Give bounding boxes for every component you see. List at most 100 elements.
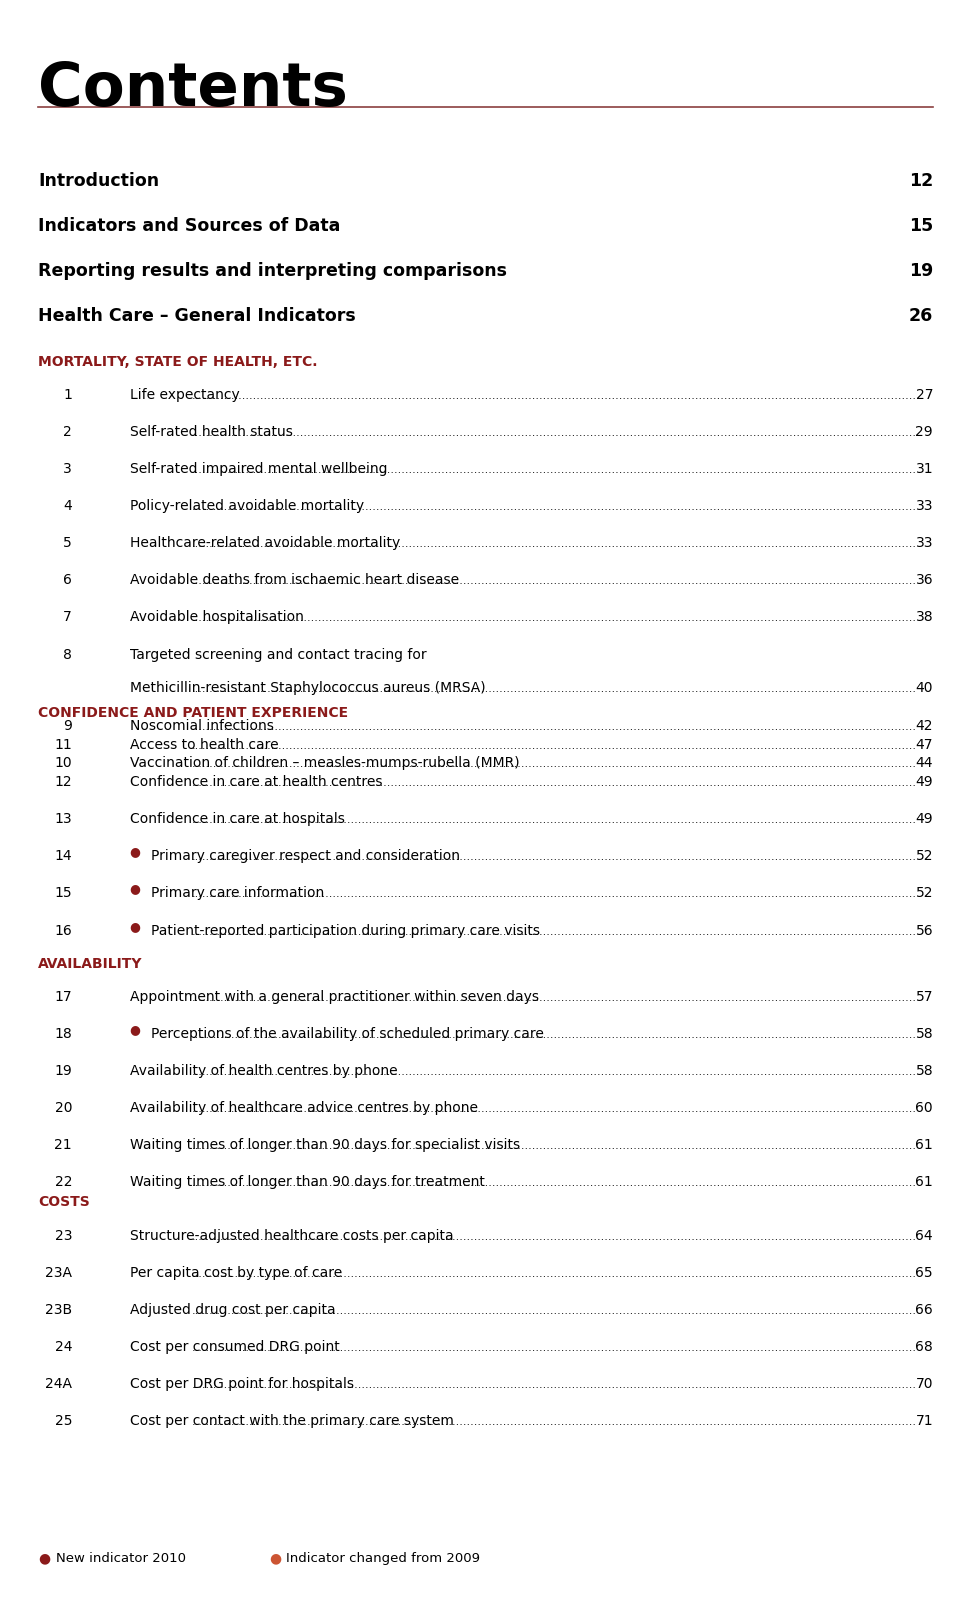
Text: ................................................................................: ........................................… <box>192 465 917 475</box>
Text: 23A: 23A <box>45 1265 72 1280</box>
Text: ................................................................................: ........................................… <box>192 1141 917 1151</box>
Text: Primary caregiver respect and consideration: Primary caregiver respect and considerat… <box>151 849 464 863</box>
Text: 24A: 24A <box>45 1377 72 1391</box>
Text: Patient-reported participation during primary care visits: Patient-reported participation during pr… <box>151 923 540 938</box>
Text: 15: 15 <box>909 216 933 234</box>
Text: ●: ● <box>130 920 140 933</box>
Text: ................................................................................: ........................................… <box>192 926 917 936</box>
Text: 52: 52 <box>916 886 933 901</box>
Text: 8: 8 <box>63 647 72 662</box>
Text: ................................................................................: ........................................… <box>192 613 917 623</box>
Text: Avoidable deaths from ischaemic heart disease: Avoidable deaths from ischaemic heart di… <box>130 573 459 587</box>
Text: Availability of health centres by phone: Availability of health centres by phone <box>130 1064 397 1078</box>
Text: 5: 5 <box>63 536 72 550</box>
Text: ●: ● <box>130 883 140 896</box>
Text: ................................................................................: ........................................… <box>192 1343 917 1353</box>
Text: ●: ● <box>130 1023 140 1036</box>
Text: 11: 11 <box>55 738 72 752</box>
Text: 19: 19 <box>909 261 933 279</box>
Text: Self-rated health status: Self-rated health status <box>130 424 293 439</box>
Text: ................................................................................: ........................................… <box>192 428 917 437</box>
Text: 14: 14 <box>55 849 72 863</box>
Text: 20: 20 <box>55 1101 72 1115</box>
Text: 24: 24 <box>55 1340 72 1354</box>
Text: ................................................................................: ........................................… <box>192 759 917 768</box>
Text: 12: 12 <box>55 775 72 789</box>
Text: Access to health care: Access to health care <box>130 738 282 752</box>
Text: Noscomial infections: Noscomial infections <box>130 718 277 733</box>
Text: Contents: Contents <box>38 60 348 119</box>
Text: ................................................................................: ........................................… <box>192 741 917 751</box>
Text: 60: 60 <box>916 1101 933 1115</box>
Text: Per capita cost by type of care: Per capita cost by type of care <box>130 1265 342 1280</box>
Text: 7: 7 <box>63 610 72 625</box>
Text: Cost per consumed DRG point: Cost per consumed DRG point <box>130 1340 339 1354</box>
Text: 49: 49 <box>916 775 933 789</box>
Text: 9: 9 <box>63 718 72 733</box>
Text: 22: 22 <box>55 1175 72 1190</box>
Text: ................................................................................: ........................................… <box>192 1067 917 1077</box>
Text: 23: 23 <box>55 1228 72 1243</box>
Text: ................................................................................: ........................................… <box>192 539 917 549</box>
Text: 71: 71 <box>916 1414 933 1428</box>
Text: 21: 21 <box>55 1138 72 1152</box>
Text: Cost per contact with the primary care system: Cost per contact with the primary care s… <box>130 1414 458 1428</box>
Text: COSTS: COSTS <box>38 1194 90 1209</box>
Text: Cost per DRG point for hospitals: Cost per DRG point for hospitals <box>130 1377 353 1391</box>
Text: Healthcare-related avoidable mortality: Healthcare-related avoidable mortality <box>130 536 409 550</box>
Text: Appointment with a general practitioner within seven days: Appointment with a general practitioner … <box>130 989 543 1004</box>
Text: Perceptions of the availability of scheduled primary care: Perceptions of the availability of sched… <box>151 1027 548 1041</box>
Text: Waiting times of longer than 90 days for treatment: Waiting times of longer than 90 days for… <box>130 1175 489 1190</box>
Text: ................................................................................: ........................................… <box>192 502 917 512</box>
Text: 65: 65 <box>916 1265 933 1280</box>
Text: Adjusted drug cost per capita: Adjusted drug cost per capita <box>130 1302 335 1317</box>
Text: ................................................................................: ........................................… <box>192 1030 917 1039</box>
Text: 56: 56 <box>916 923 933 938</box>
Text: ................................................................................: ........................................… <box>192 778 917 788</box>
Text: Reporting results and interpreting comparisons: Reporting results and interpreting compa… <box>38 261 508 279</box>
Text: Indicator changed from 2009: Indicator changed from 2009 <box>286 1553 480 1566</box>
Text: 44: 44 <box>916 755 933 770</box>
Text: ................................................................................: ........................................… <box>192 815 917 825</box>
Text: 1: 1 <box>63 387 72 402</box>
Text: Confidence in care at health centres: Confidence in care at health centres <box>130 775 387 789</box>
Text: 57: 57 <box>916 989 933 1004</box>
Text: Vaccination of children – measles-mumps-rubella (MMR): Vaccination of children – measles-mumps-… <box>130 755 519 770</box>
Text: ................................................................................: ........................................… <box>192 1380 917 1390</box>
Text: 61: 61 <box>916 1138 933 1152</box>
Text: 25: 25 <box>55 1414 72 1428</box>
Text: 13: 13 <box>55 812 72 826</box>
Text: 47: 47 <box>916 738 933 752</box>
Text: ................................................................................: ........................................… <box>192 684 917 694</box>
Text: ................................................................................: ........................................… <box>192 1104 917 1114</box>
Text: New indicator 2010: New indicator 2010 <box>56 1553 185 1566</box>
Text: Waiting times of longer than 90 days for specialist visits: Waiting times of longer than 90 days for… <box>130 1138 524 1152</box>
Text: ................................................................................: ........................................… <box>192 721 917 731</box>
Text: 40: 40 <box>916 681 933 696</box>
Text: ●: ● <box>269 1551 281 1566</box>
Text: 58: 58 <box>916 1027 933 1041</box>
Text: 23B: 23B <box>45 1302 72 1317</box>
Text: 12: 12 <box>909 171 933 189</box>
Text: ................................................................................: ........................................… <box>192 889 917 899</box>
Text: 17: 17 <box>55 989 72 1004</box>
Text: ................................................................................: ........................................… <box>192 1178 917 1188</box>
Text: CONFIDENCE AND PATIENT EXPERIENCE: CONFIDENCE AND PATIENT EXPERIENCE <box>38 705 348 720</box>
Text: 49: 49 <box>916 812 933 826</box>
Text: ●: ● <box>38 1551 51 1566</box>
Text: 52: 52 <box>916 849 933 863</box>
Text: Policy-related avoidable mortality: Policy-related avoidable mortality <box>130 499 368 513</box>
Text: 29: 29 <box>916 424 933 439</box>
Text: 26: 26 <box>909 307 933 324</box>
Text: 4: 4 <box>63 499 72 513</box>
Text: Indicators and Sources of Data: Indicators and Sources of Data <box>38 216 341 234</box>
Text: 33: 33 <box>916 536 933 550</box>
Text: 64: 64 <box>916 1228 933 1243</box>
Text: Confidence in care at hospitals: Confidence in care at hospitals <box>130 812 345 826</box>
Text: 2: 2 <box>63 424 72 439</box>
Text: Targeted screening and contact tracing for: Targeted screening and contact tracing f… <box>130 647 426 662</box>
Text: 15: 15 <box>55 886 72 901</box>
Text: 58: 58 <box>916 1064 933 1078</box>
Text: 19: 19 <box>55 1064 72 1078</box>
Text: 18: 18 <box>55 1027 72 1041</box>
